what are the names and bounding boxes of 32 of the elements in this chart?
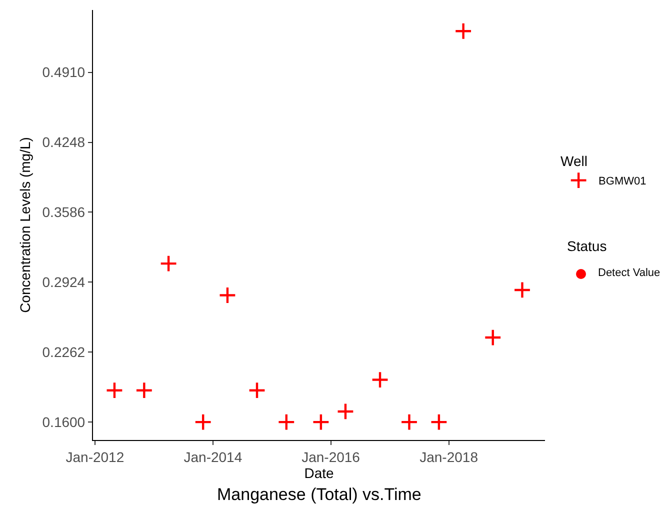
point: [484, 328, 502, 346]
point: [336, 402, 354, 420]
x-axis-title: Date: [304, 464, 334, 481]
point: [430, 413, 448, 431]
y-tick-label: 0.2262: [42, 344, 86, 360]
y-axis-title: Concentration Levels (mg/L): [16, 137, 33, 313]
y-tick-label: 0.2924: [42, 274, 86, 290]
legend-title: Well: [560, 152, 588, 169]
text: Manganese (Total) vs.Time: [217, 485, 422, 504]
point: [248, 382, 266, 400]
y-tick-label: 0.4248: [42, 134, 86, 150]
point: [218, 286, 236, 304]
y-tick-label: 0.1600: [42, 414, 86, 430]
y-tick-label: 0.4910: [42, 64, 86, 80]
point: [194, 413, 212, 431]
point: [135, 382, 153, 400]
text: Detect Value: [598, 267, 660, 279]
point: [278, 413, 296, 431]
x-tick-label: Jan-2012: [66, 448, 124, 465]
point: [312, 413, 330, 431]
point: [106, 382, 124, 400]
legend-label: BGMW01: [598, 176, 646, 188]
point: [454, 22, 472, 40]
point: [371, 370, 389, 389]
point: [513, 281, 532, 299]
point: [400, 413, 418, 431]
point: [160, 254, 178, 272]
x-tick-label: Jan-2016: [302, 448, 360, 465]
x-tick-label: Jan-2018: [420, 448, 478, 465]
y-tick-label: 0.3586: [42, 204, 86, 220]
x-tick-label: Jan-2014: [184, 448, 242, 465]
text: Status: [567, 238, 607, 254]
